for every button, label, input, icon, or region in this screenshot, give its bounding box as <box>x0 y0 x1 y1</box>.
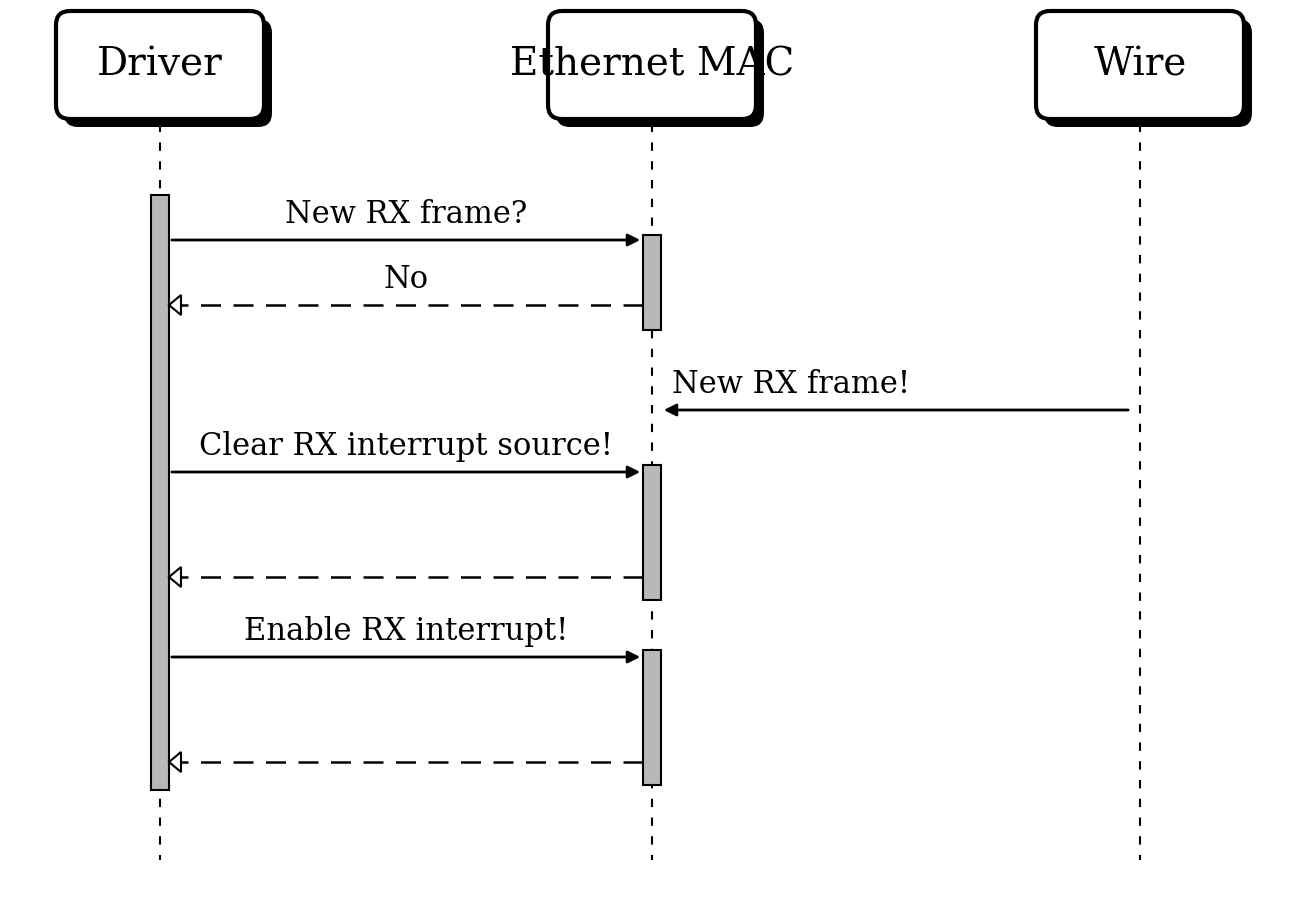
Text: New RX frame!: New RX frame! <box>672 369 910 400</box>
FancyBboxPatch shape <box>1036 11 1244 119</box>
FancyBboxPatch shape <box>1044 19 1251 127</box>
Text: No: No <box>384 264 428 295</box>
Polygon shape <box>170 752 181 772</box>
Bar <box>643 650 662 785</box>
Bar <box>643 235 662 330</box>
Bar <box>643 465 662 600</box>
FancyBboxPatch shape <box>64 19 271 127</box>
Text: New RX frame?: New RX frame? <box>284 199 527 230</box>
Polygon shape <box>170 295 181 315</box>
Text: Clear RX interrupt source!: Clear RX interrupt source! <box>198 431 613 462</box>
FancyBboxPatch shape <box>548 11 756 119</box>
FancyBboxPatch shape <box>56 11 264 119</box>
Text: Enable RX interrupt!: Enable RX interrupt! <box>244 616 568 647</box>
Text: Ethernet MAC: Ethernet MAC <box>510 47 795 84</box>
Polygon shape <box>170 567 181 587</box>
FancyBboxPatch shape <box>556 19 763 127</box>
Bar <box>151 195 170 790</box>
Text: Wire: Wire <box>1094 47 1186 84</box>
Text: Driver: Driver <box>97 47 223 84</box>
